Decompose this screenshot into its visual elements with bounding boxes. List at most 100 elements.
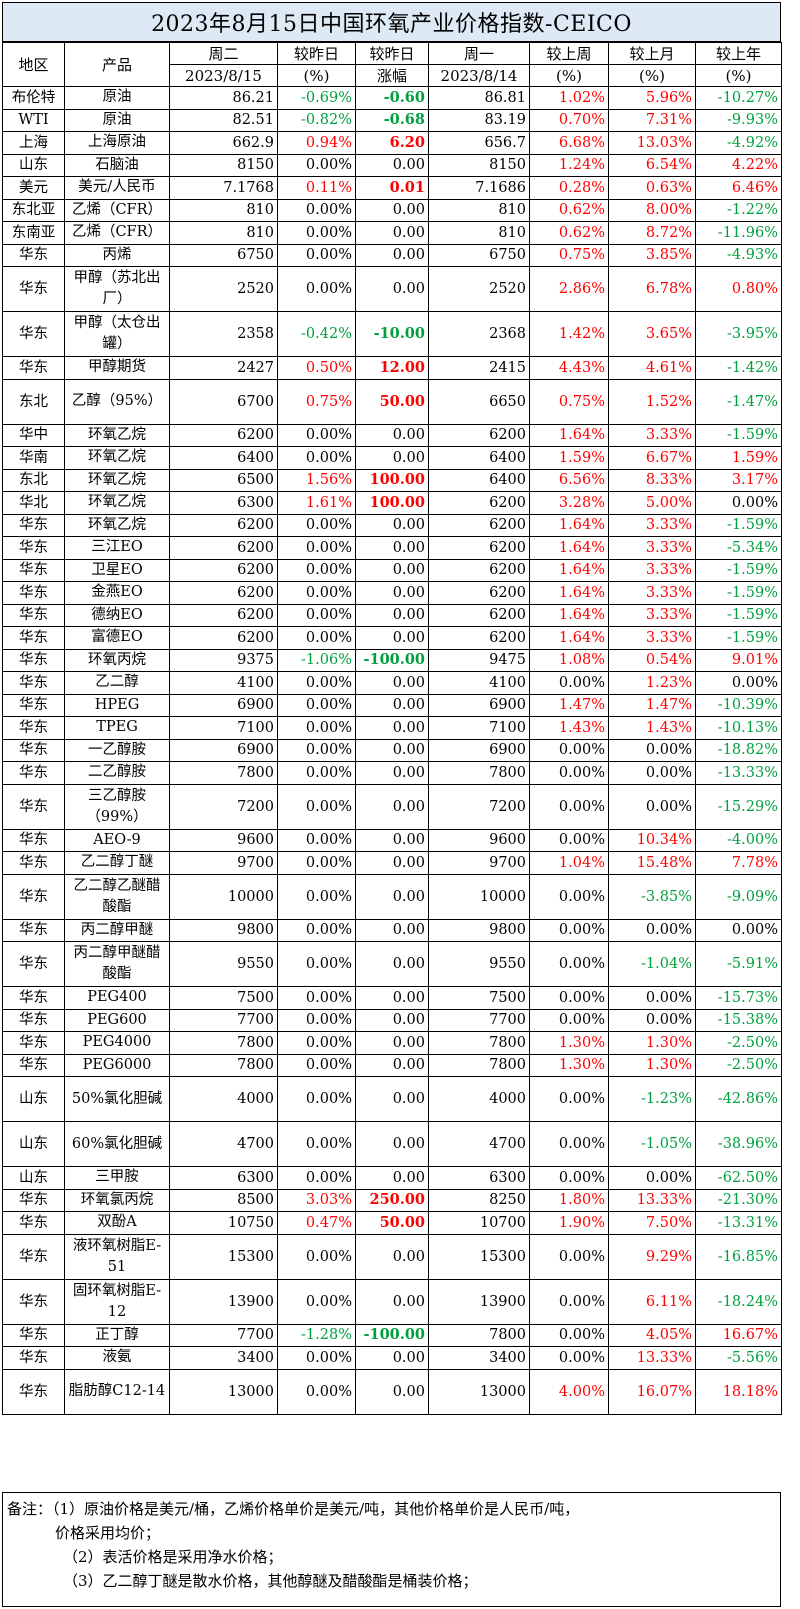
table-row: 东北亚 乙烯（CFR） 810 0.00% 0.00 810 0.62% 8.00% -1.22… (2, 198, 782, 222)
cell-dod-amt: 0.00 (355, 153, 429, 177)
cell-region: 华东 (2, 1323, 65, 1347)
cell-prev: 6200 (428, 513, 530, 537)
cell-product: 环氧乙烷 (64, 513, 170, 537)
cell-mom: 3.33% (608, 581, 696, 605)
table-row: 华东 丙二醇甲醚醋酸酯 9550 0.00% 0.00 9550 0.00% -1.04% -5… (2, 941, 782, 987)
cell-dod-amt: 0.00 (355, 536, 429, 560)
cell-dod-amt: 100.00 (355, 468, 429, 492)
cell-prev: 4700 (428, 1121, 530, 1167)
cell-today: 662.9 (169, 131, 278, 155)
cell-product: HPEG (64, 693, 170, 717)
table-row: 华东 乙二醇 4100 0.00% 0.00 4100 0.00% 1.23% 0.00% (2, 671, 782, 695)
cell-product: 原油 (64, 86, 170, 110)
header-today-date: 2023/8/15 (169, 64, 278, 87)
cell-today: 10000 (169, 873, 278, 920)
cell-prev: 6650 (428, 378, 530, 425)
table-row: WTI 原油 82.51 -0.82% -0.68 83.19 0.70% 7.31% -9.9… (2, 108, 782, 132)
cell-yoy: -13.31% (695, 1211, 782, 1235)
cell-dod-pct: 0.47% (277, 1211, 356, 1235)
cell-region: 东北 (2, 378, 65, 425)
cell-wow: 1.90% (529, 1211, 609, 1235)
cell-today: 2358 (169, 311, 278, 357)
cell-product: 固环氧树脂E-12 (64, 1278, 170, 1325)
cell-mom: 1.30% (608, 1031, 696, 1055)
cell-region: 华东 (2, 851, 65, 875)
table-row: 华东 PEG600 7700 0.00% 0.00 7700 0.00% 0.00% -15.3… (2, 1008, 782, 1032)
cell-product: 丙烯 (64, 243, 170, 267)
cell-dod-pct: 0.00% (277, 1076, 356, 1122)
header-mom: 较上月 (608, 42, 696, 65)
cell-product: 三甲胺 (64, 1166, 170, 1190)
cell-dod-amt: 0.00 (355, 828, 429, 852)
cell-today: 6500 (169, 468, 278, 492)
cell-mom: 5.00% (608, 491, 696, 515)
cell-dod-pct: 0.00% (277, 1121, 356, 1167)
cell-prev: 2520 (428, 266, 530, 312)
cell-dod-amt: 0.00 (355, 1166, 429, 1190)
cell-dod-amt: 250.00 (355, 1188, 429, 1212)
cell-dod-amt: 0.00 (355, 1076, 429, 1122)
cell-wow: 0.00% (529, 738, 609, 762)
cell-product: 环氧乙烷 (64, 468, 170, 492)
cell-today: 10750 (169, 1211, 278, 1235)
cell-dod-amt: 0.00 (355, 446, 429, 470)
cell-dod-pct: 0.00% (277, 738, 356, 762)
cell-dod-amt: 0.00 (355, 198, 429, 222)
cell-mom: 1.23% (608, 671, 696, 695)
cell-dod-amt: 0.00 (355, 1008, 429, 1032)
cell-wow: 0.00% (529, 918, 609, 942)
cell-today: 4700 (169, 1121, 278, 1167)
cell-dod-amt: 0.00 (355, 1233, 429, 1280)
cell-yoy: -62.50% (695, 1166, 782, 1190)
cell-dod-pct: 0.00% (277, 1233, 356, 1280)
cell-product: 金燕EO (64, 581, 170, 605)
cell-today: 8500 (169, 1188, 278, 1212)
cell-dod-pct: -0.82% (277, 108, 356, 132)
cell-product: TPEG (64, 716, 170, 740)
table-row: 华中 环氧乙烷 6200 0.00% 0.00 6200 1.64% 3.33% -1.59% (2, 423, 782, 447)
table-row: 东北 环氧乙烷 6500 1.56% 100.00 6400 6.56% 8.33% 3.17% (2, 468, 782, 492)
cell-wow: 0.00% (529, 986, 609, 1010)
cell-wow: 6.68% (529, 131, 609, 155)
cell-prev: 656.7 (428, 131, 530, 155)
cell-wow: 1.59% (529, 446, 609, 470)
cell-region: 华东 (2, 513, 65, 537)
cell-mom: 3.33% (608, 536, 696, 560)
cell-today: 6200 (169, 536, 278, 560)
cell-yoy: -1.59% (695, 603, 782, 627)
cell-mom: -3.85% (608, 873, 696, 920)
cell-dod-pct: 0.00% (277, 153, 356, 177)
table-row: 华南 环氧乙烷 6400 0.00% 0.00 6400 1.59% 6.67% 1.59% (2, 446, 782, 470)
header-wow: 较上周 (529, 42, 609, 65)
cell-prev: 13000 (428, 1368, 530, 1415)
cell-today: 7700 (169, 1323, 278, 1347)
cell-region: 华东 (2, 536, 65, 560)
table-row: 华东 脂肪醇C12-14 13000 0.00% 0.00 13000 4.00% 16.07… (2, 1368, 782, 1415)
cell-mom: 8.33% (608, 468, 696, 492)
cell-wow: 2.86% (529, 266, 609, 312)
cell-wow: 0.28% (529, 176, 609, 200)
cell-dod-amt: 0.00 (355, 1278, 429, 1325)
cell-product: 美元/人民币 (64, 176, 170, 200)
cell-today: 8150 (169, 153, 278, 177)
cell-mom: 13.33% (608, 1188, 696, 1212)
cell-product: 原油 (64, 108, 170, 132)
cell-yoy: -5.34% (695, 536, 782, 560)
cell-dod-pct: 0.00% (277, 558, 356, 582)
cell-product: PEG600 (64, 1008, 170, 1032)
cell-prev: 6200 (428, 536, 530, 560)
cell-prev: 4000 (428, 1076, 530, 1122)
cell-region: 华东 (2, 581, 65, 605)
cell-wow: 1.42% (529, 311, 609, 357)
cell-today: 2427 (169, 356, 278, 380)
cell-yoy: -18.24% (695, 1278, 782, 1325)
cell-dod-amt: 0.00 (355, 918, 429, 942)
cell-region: 布伦特 (2, 86, 65, 110)
cell-prev: 9475 (428, 648, 530, 672)
table-row: 东北 乙醇（95%） 6700 0.75% 50.00 6650 0.75% 1.52% -1.… (2, 378, 782, 425)
table-row: 华东 环氧氯丙烷 8500 3.03% 250.00 8250 1.80% 13.33% -21… (2, 1188, 782, 1212)
cell-prev: 15300 (428, 1233, 530, 1280)
cell-product: 60%氯化胆碱 (64, 1121, 170, 1167)
cell-dod-pct: 0.00% (277, 941, 356, 987)
cell-product: 三乙醇胺（99%） (64, 783, 170, 830)
